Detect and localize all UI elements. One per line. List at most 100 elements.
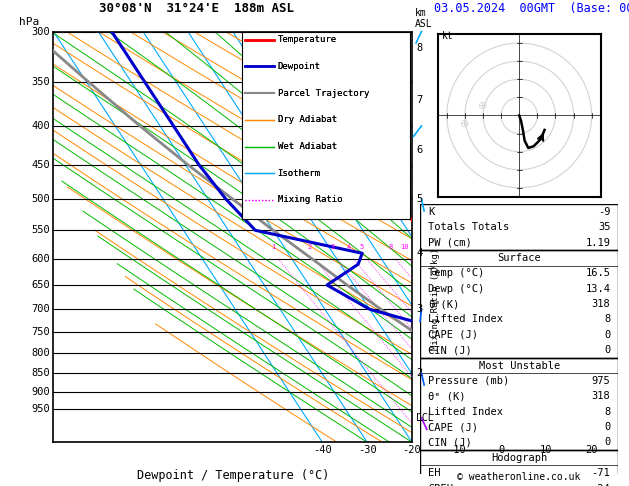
Text: © weatheronline.co.uk: © weatheronline.co.uk bbox=[457, 472, 581, 482]
Text: LCL: LCL bbox=[416, 413, 434, 423]
Bar bbox=[420, 204, 618, 250]
Text: 300: 300 bbox=[31, 27, 50, 36]
Text: CIN (J): CIN (J) bbox=[428, 345, 472, 355]
Text: Pressure (mb): Pressure (mb) bbox=[428, 376, 509, 386]
Text: Most Unstable: Most Unstable bbox=[479, 361, 560, 370]
Text: 0: 0 bbox=[604, 422, 610, 432]
Text: CAPE (J): CAPE (J) bbox=[428, 422, 478, 432]
Text: km
ASL: km ASL bbox=[415, 8, 433, 29]
Text: CAPE (J): CAPE (J) bbox=[428, 330, 478, 340]
Text: Dry Adiabat: Dry Adiabat bbox=[277, 115, 337, 124]
Text: -24: -24 bbox=[592, 484, 610, 486]
Text: 550: 550 bbox=[31, 226, 50, 235]
Text: ⊕: ⊕ bbox=[479, 102, 487, 111]
Text: Parcel Trajectory: Parcel Trajectory bbox=[277, 88, 369, 98]
Text: 350: 350 bbox=[31, 77, 50, 87]
Text: kt: kt bbox=[442, 32, 454, 41]
Text: 4: 4 bbox=[416, 248, 423, 258]
Text: 318: 318 bbox=[592, 299, 610, 309]
Text: 700: 700 bbox=[31, 304, 50, 314]
Text: 16.5: 16.5 bbox=[586, 268, 610, 278]
Text: 13.4: 13.4 bbox=[586, 284, 610, 294]
Text: 35: 35 bbox=[598, 222, 610, 232]
Text: 4: 4 bbox=[347, 244, 351, 250]
Bar bbox=[420, 358, 618, 450]
Text: -20: -20 bbox=[403, 445, 421, 455]
Text: θᵉ (K): θᵉ (K) bbox=[428, 391, 465, 401]
Text: 650: 650 bbox=[31, 280, 50, 290]
Bar bbox=[420, 250, 618, 358]
Text: 8: 8 bbox=[389, 244, 392, 250]
Text: 20: 20 bbox=[585, 445, 598, 455]
Text: θᵉ(K): θᵉ(K) bbox=[428, 299, 459, 309]
Text: K: K bbox=[428, 207, 435, 217]
Text: 10: 10 bbox=[540, 445, 553, 455]
Text: 8: 8 bbox=[416, 43, 423, 52]
Text: -10: -10 bbox=[447, 445, 466, 455]
Text: 3: 3 bbox=[330, 244, 335, 250]
Text: Isotherm: Isotherm bbox=[277, 169, 321, 178]
Text: Temperature: Temperature bbox=[277, 35, 337, 44]
Text: -9: -9 bbox=[598, 207, 610, 217]
Text: 318: 318 bbox=[592, 391, 610, 401]
Text: Lifted Index: Lifted Index bbox=[428, 314, 503, 325]
Text: 2: 2 bbox=[416, 368, 423, 378]
Text: Temperature: Temperature bbox=[277, 35, 337, 44]
Text: 1.19: 1.19 bbox=[586, 238, 610, 247]
Text: Mixing Ratio: Mixing Ratio bbox=[277, 195, 342, 205]
Bar bbox=[242, 32, 410, 219]
Text: 30°08'N  31°24'E  188m ASL: 30°08'N 31°24'E 188m ASL bbox=[99, 1, 294, 15]
Text: Dewpoint: Dewpoint bbox=[277, 62, 321, 71]
Text: 5: 5 bbox=[416, 194, 423, 204]
Text: 450: 450 bbox=[31, 159, 50, 170]
Text: 400: 400 bbox=[31, 121, 50, 131]
Text: PW (cm): PW (cm) bbox=[428, 238, 472, 247]
Text: Mixing Ratio: Mixing Ratio bbox=[277, 195, 342, 205]
Text: -30: -30 bbox=[358, 445, 377, 455]
Text: 850: 850 bbox=[31, 368, 50, 378]
Text: Temp (°C): Temp (°C) bbox=[428, 268, 484, 278]
Text: 2: 2 bbox=[308, 244, 312, 250]
Text: 500: 500 bbox=[31, 194, 50, 204]
Text: Isotherm: Isotherm bbox=[277, 169, 321, 178]
Text: Totals Totals: Totals Totals bbox=[428, 222, 509, 232]
Text: EH: EH bbox=[428, 468, 440, 478]
Text: hPa: hPa bbox=[19, 17, 39, 27]
Text: 5: 5 bbox=[360, 244, 364, 250]
Text: 975: 975 bbox=[592, 376, 610, 386]
Text: Mixing Ratio (g/kg): Mixing Ratio (g/kg) bbox=[431, 247, 440, 349]
Text: 03.05.2024  00GMT  (Base: 00): 03.05.2024 00GMT (Base: 00) bbox=[434, 1, 629, 15]
Text: 0: 0 bbox=[499, 445, 504, 455]
Text: 1: 1 bbox=[416, 413, 423, 423]
Text: 0: 0 bbox=[604, 345, 610, 355]
Text: 10: 10 bbox=[401, 244, 409, 250]
Text: Parcel Trajectory: Parcel Trajectory bbox=[277, 88, 369, 98]
Text: 600: 600 bbox=[31, 254, 50, 264]
Text: Surface: Surface bbox=[498, 253, 541, 263]
Text: Lifted Index: Lifted Index bbox=[428, 407, 503, 417]
Text: Dry Adiabat: Dry Adiabat bbox=[277, 115, 337, 124]
Text: 1: 1 bbox=[272, 244, 276, 250]
Text: Wet Adiabat: Wet Adiabat bbox=[277, 142, 337, 151]
Text: 900: 900 bbox=[31, 387, 50, 397]
Text: -71: -71 bbox=[592, 468, 610, 478]
Text: Wet Adiabat: Wet Adiabat bbox=[277, 142, 337, 151]
Text: 3: 3 bbox=[416, 304, 423, 314]
Text: 0: 0 bbox=[604, 437, 610, 448]
Text: Dewpoint / Temperature (°C): Dewpoint / Temperature (°C) bbox=[136, 469, 329, 482]
Text: Dewpoint: Dewpoint bbox=[277, 62, 321, 71]
Text: Hodograph: Hodograph bbox=[491, 453, 547, 463]
Text: 0: 0 bbox=[604, 330, 610, 340]
Text: 8: 8 bbox=[604, 314, 610, 325]
Text: 800: 800 bbox=[31, 348, 50, 358]
Text: 6: 6 bbox=[416, 145, 423, 155]
Text: ⊕: ⊕ bbox=[460, 120, 470, 129]
Text: Dewp (°C): Dewp (°C) bbox=[428, 284, 484, 294]
Text: -40: -40 bbox=[313, 445, 331, 455]
Bar bbox=[420, 450, 618, 486]
Text: 8: 8 bbox=[604, 407, 610, 417]
Text: SREH: SREH bbox=[428, 484, 453, 486]
Text: CIN (J): CIN (J) bbox=[428, 437, 472, 448]
Text: 7: 7 bbox=[416, 95, 423, 105]
Text: 750: 750 bbox=[31, 327, 50, 337]
